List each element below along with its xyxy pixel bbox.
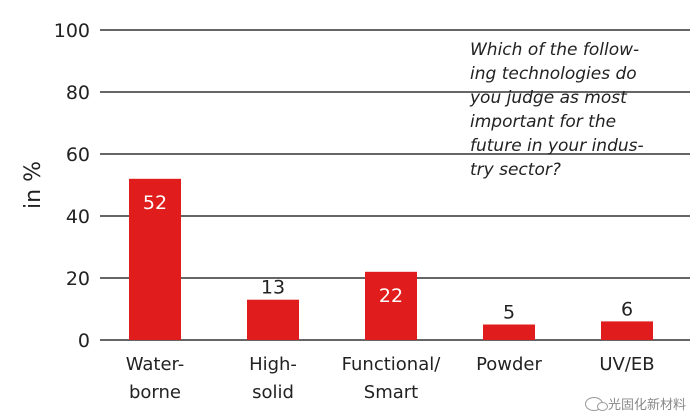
y-tick-label-60: 60 [66, 144, 90, 166]
y-tick-label-20: 20 [66, 268, 90, 290]
category-label-line: Powder [476, 354, 542, 375]
y-tick-label-100: 100 [54, 20, 90, 42]
category-label-3: Powder [476, 354, 542, 375]
data-label-1: 13 [261, 277, 285, 299]
data-label-0: 52 [143, 192, 167, 214]
watermark-text: 光固化新材料 [607, 398, 686, 413]
data-label-3: 5 [503, 302, 515, 324]
category-label-line: solid [252, 382, 294, 403]
category-label-4: UV/EB [599, 354, 654, 375]
bar-1 [247, 299, 299, 340]
bar-4 [601, 321, 653, 340]
watermark: 光固化新材料 [584, 394, 686, 413]
y-tick-label-0: 0 [78, 330, 90, 352]
category-label-line: Water- [126, 354, 185, 375]
category-label-line: UV/EB [599, 354, 654, 375]
category-label-line: Functional/ [342, 354, 442, 375]
y-axis-label: in % [21, 161, 46, 209]
category-label-1: High-solid [249, 354, 297, 403]
data-label-2: 22 [379, 285, 403, 307]
chart-question-annotation: Which of the follow- ing technologies do… [470, 40, 644, 180]
bar-0 [129, 178, 181, 340]
category-label-0: Water-borne [126, 354, 185, 403]
category-label-line: borne [129, 382, 181, 403]
category-label-line: Smart [364, 382, 418, 403]
bar-2 [365, 271, 417, 340]
y-tick-label-40: 40 [66, 206, 90, 228]
y-tick-label-80: 80 [66, 82, 90, 104]
category-label-2: Functional/Smart [342, 354, 442, 403]
wechat-icon [584, 396, 608, 411]
category-label-line: High- [249, 354, 297, 375]
data-label-4: 6 [621, 298, 633, 320]
bar-3 [483, 324, 535, 340]
